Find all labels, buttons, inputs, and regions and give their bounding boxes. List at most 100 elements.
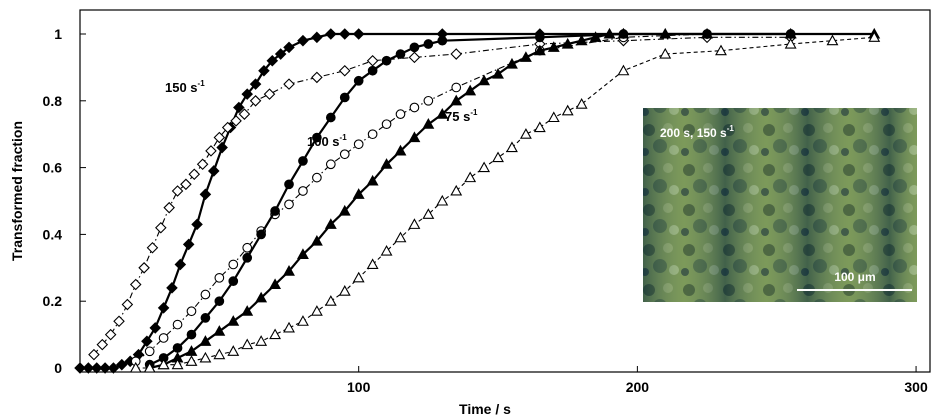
y-tick-label: 0.6 [43, 160, 63, 176]
data-point-diamond [213, 131, 226, 144]
data-point-circle [270, 206, 280, 216]
data-point-triangle [519, 51, 532, 62]
annotation-75: 75 s-1 [445, 108, 478, 124]
data-point-triangle [519, 128, 532, 139]
data-point-triangle [617, 64, 630, 76]
data-point-triangle [561, 37, 574, 49]
data-point-circle [228, 276, 239, 287]
micrograph-overlay [643, 108, 917, 302]
data-point-circle [409, 102, 420, 113]
data-point-diamond [207, 165, 220, 177]
x-axis-ticks: 100 200 300 [347, 366, 928, 395]
data-point-triangle [506, 141, 518, 153]
data-point-triangle [310, 234, 323, 246]
data-point-diamond [199, 188, 212, 201]
data-point-triangle [659, 27, 672, 39]
data-point-triangle [533, 44, 546, 56]
x-tick-label: 200 [626, 379, 650, 395]
data-point-diamond [266, 54, 279, 67]
data-point-triangle [589, 31, 602, 42]
data-point-diamond [263, 88, 276, 100]
data-point-triangle [868, 31, 881, 42]
data-point-diamond [249, 78, 262, 90]
data-point-circle [200, 313, 211, 323]
data-point-circle [172, 343, 183, 353]
plot-frame [79, 9, 931, 373]
data-point-circle [172, 319, 183, 330]
data-point-triangle [352, 271, 365, 283]
data-point-triangle [478, 74, 491, 86]
data-point-diamond [104, 328, 117, 341]
data-point-triangle [617, 27, 630, 39]
data-point-circle [242, 252, 253, 263]
data-point-triangle [394, 144, 407, 156]
data-point-circle [144, 346, 155, 357]
data-point-diamond [129, 278, 142, 291]
data-point-diamond [221, 121, 234, 134]
data-point-triangle [171, 358, 184, 370]
x-tick-label: 300 [904, 379, 928, 395]
data-point-triangle [533, 121, 546, 133]
data-point-circle [339, 149, 350, 160]
data-point-circle [284, 179, 294, 190]
data-point-triangle [366, 258, 379, 270]
series-open-circle [130, 29, 796, 367]
data-point-triangle [701, 27, 713, 39]
data-point-triangle [227, 345, 240, 356]
data-point-triangle [185, 355, 198, 366]
data-point-diamond [180, 178, 192, 191]
data-point-triangle [603, 27, 616, 39]
data-point-triangle [436, 108, 449, 119]
data-point-triangle [129, 361, 142, 373]
data-point-triangle [478, 161, 491, 173]
data-point-diamond [366, 54, 379, 67]
data-point-circle [214, 296, 225, 307]
data-point-triangle [408, 131, 421, 143]
data-point-diamond [311, 31, 323, 44]
data-point-triangle [561, 104, 574, 116]
data-point-triangle [269, 328, 282, 340]
data-point-diamond [238, 108, 251, 120]
y-tick-label: 0.8 [43, 93, 63, 109]
data-point-triangle [352, 188, 365, 199]
data-point-circle [367, 129, 378, 140]
data-point-triangle [241, 305, 254, 316]
data-point-diamond [90, 362, 103, 374]
data-point-circle [228, 259, 239, 270]
data-point-triangle [213, 325, 226, 336]
data-point-triangle [547, 111, 560, 123]
y-axis-ticks: 0 0.2 0.4 0.6 0.8 1 [43, 26, 86, 376]
y-tick-label: 0 [54, 360, 62, 376]
data-point-triangle [575, 98, 588, 109]
data-point-circle [312, 132, 322, 143]
data-point-triangle [492, 151, 504, 163]
data-point-triangle [422, 118, 435, 129]
series-open-diamond [88, 31, 797, 361]
data-point-triangle [506, 57, 518, 69]
data-point-diamond [205, 145, 217, 157]
data-point-circle [423, 95, 434, 106]
data-point-triangle [464, 84, 477, 96]
data-point-diamond [171, 185, 184, 197]
annotation-150: 150 s-1 [165, 79, 205, 95]
data-point-triangle [575, 34, 588, 46]
micrograph-inset: 200 s, 150 s-1 100 μm [643, 108, 917, 302]
data-point-diamond [141, 335, 153, 348]
data-point-circle [256, 229, 266, 240]
data-point-triangle [338, 285, 351, 296]
data-point-triangle [283, 321, 295, 333]
data-point-diamond [241, 88, 253, 100]
data-point-circle [298, 156, 308, 166]
data-point-triangle [464, 171, 477, 183]
data-point-circle [242, 242, 253, 253]
data-point-diamond [149, 322, 162, 334]
data-point-diamond [99, 362, 111, 374]
data-point-diamond [196, 158, 209, 171]
data-point-triangle [269, 278, 282, 290]
data-point-circle [312, 172, 322, 183]
data-point-diamond [283, 78, 295, 90]
x-axis-label: Time / s [459, 401, 511, 417]
data-point-triangle [380, 158, 393, 169]
data-point-triangle [199, 351, 212, 363]
